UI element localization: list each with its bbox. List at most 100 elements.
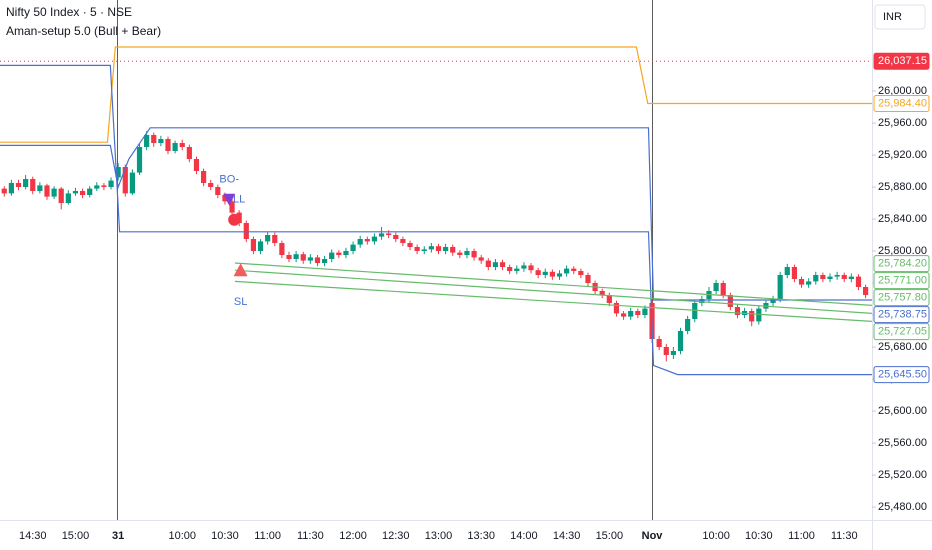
- candle-body: [713, 283, 719, 291]
- signal-triangle: [223, 193, 236, 206]
- candle-body: [749, 311, 755, 322]
- x-tick-label: 14:30: [553, 530, 581, 542]
- candle-body: [485, 260, 491, 267]
- candle-body: [158, 139, 164, 143]
- candle-body: [855, 276, 862, 287]
- candle-body: [8, 183, 14, 194]
- price-label-box: [873, 289, 930, 307]
- candle-body: [250, 239, 257, 251]
- candle-body: [23, 179, 29, 187]
- candle-body: [378, 233, 385, 237]
- candle-body: [521, 265, 527, 269]
- price-label: 25,771.00: [878, 275, 927, 287]
- price-label-box: [873, 366, 930, 384]
- candle-body: [37, 185, 43, 191]
- candle-body: [564, 268, 570, 274]
- x-tick-label: 13:30: [467, 530, 495, 542]
- candle-body: [435, 246, 442, 251]
- candle-body: [514, 268, 520, 271]
- candle-body: [670, 351, 676, 355]
- candle-body: [699, 299, 705, 303]
- candle-body: [734, 307, 741, 315]
- candle-body: [243, 223, 249, 239]
- candle-body: [215, 187, 221, 195]
- indicator-line: [234, 269, 873, 314]
- candle-body: [72, 191, 79, 194]
- candle-body: [692, 303, 698, 319]
- candle-body: [457, 252, 463, 255]
- candle-body: [30, 179, 36, 191]
- annotation: SL: [234, 296, 247, 308]
- candle-body: [122, 167, 128, 194]
- candle-body: [329, 252, 335, 259]
- candle-body: [257, 241, 264, 251]
- candle-body: [279, 243, 285, 255]
- candle-body: [471, 251, 477, 258]
- candle-body: [371, 236, 378, 242]
- candle-body: [685, 319, 691, 331]
- y-tick-label: 25,680.00: [878, 341, 927, 353]
- candle-body: [791, 267, 798, 279]
- signal-dot: [228, 213, 241, 226]
- x-tick-label: 12:00: [339, 530, 367, 542]
- candle-body: [841, 275, 847, 279]
- candle-body: [115, 167, 121, 178]
- price-label: 25,784.20: [878, 258, 927, 270]
- x-tick-label: 12:30: [382, 530, 410, 542]
- x-tick-label: 10:30: [211, 530, 239, 542]
- candle-body: [229, 201, 235, 213]
- candle-body: [656, 339, 662, 347]
- price-label-box: [873, 94, 930, 112]
- candle-body: [407, 243, 413, 247]
- candle-body: [165, 139, 171, 151]
- candle-body: [307, 257, 313, 261]
- currency-label[interactable]: INR: [883, 11, 902, 23]
- price-label: 26,037.15: [878, 55, 927, 67]
- candle-body: [848, 276, 854, 279]
- y-tick-label: 25,960.00: [878, 117, 927, 129]
- candle-body: [265, 235, 271, 242]
- candle-body: [428, 246, 434, 250]
- candle-body: [208, 183, 214, 187]
- candle-body: [613, 303, 620, 314]
- candle-body: [364, 239, 370, 242]
- annotation: LL: [233, 194, 245, 206]
- candle-body: [222, 195, 228, 202]
- candle-body: [528, 265, 534, 271]
- y-tick-label: 26,000.00: [878, 85, 927, 97]
- candle-body: [727, 295, 733, 307]
- candle-body: [770, 299, 776, 303]
- candle-body: [172, 143, 178, 151]
- y-tick-label: 25,600.00: [878, 405, 927, 417]
- annotation: BO-: [219, 174, 239, 186]
- x-tick-label: Nov: [642, 530, 664, 542]
- symbol-title: Nifty 50 Index · 5 · NSE: [6, 5, 132, 19]
- y-tick-label: 25,520.00: [878, 469, 927, 481]
- price-label: 25,984.40: [878, 97, 927, 109]
- candle-body: [499, 262, 506, 267]
- candle-body: [400, 239, 406, 243]
- indicator-line: [234, 280, 873, 322]
- candle-body: [862, 287, 869, 295]
- candle-body: [507, 267, 513, 271]
- candle-body: [321, 259, 328, 263]
- y-tick-label: 25,480.00: [878, 501, 927, 513]
- indicator-line: [234, 262, 873, 306]
- candle-body: [386, 233, 392, 235]
- candle-body: [94, 185, 100, 189]
- indicator-line: [0, 64, 872, 376]
- candle-body: [186, 147, 192, 159]
- candle-body: [542, 271, 548, 275]
- y-tick-label: 25,840.00: [878, 213, 927, 225]
- candle-body: [151, 135, 157, 143]
- currency-button[interactable]: [874, 4, 926, 30]
- candle-body: [535, 270, 541, 275]
- price-label: 25,645.50: [878, 369, 927, 381]
- candle-body: [65, 193, 71, 203]
- indicator-title: Aman-setup 5.0 (Bull + Bear): [6, 24, 161, 38]
- candle-body: [101, 185, 107, 187]
- price-label: 25,738.75: [878, 309, 927, 321]
- candle-body: [314, 257, 321, 263]
- y-tick-label: 25,920.00: [878, 149, 927, 161]
